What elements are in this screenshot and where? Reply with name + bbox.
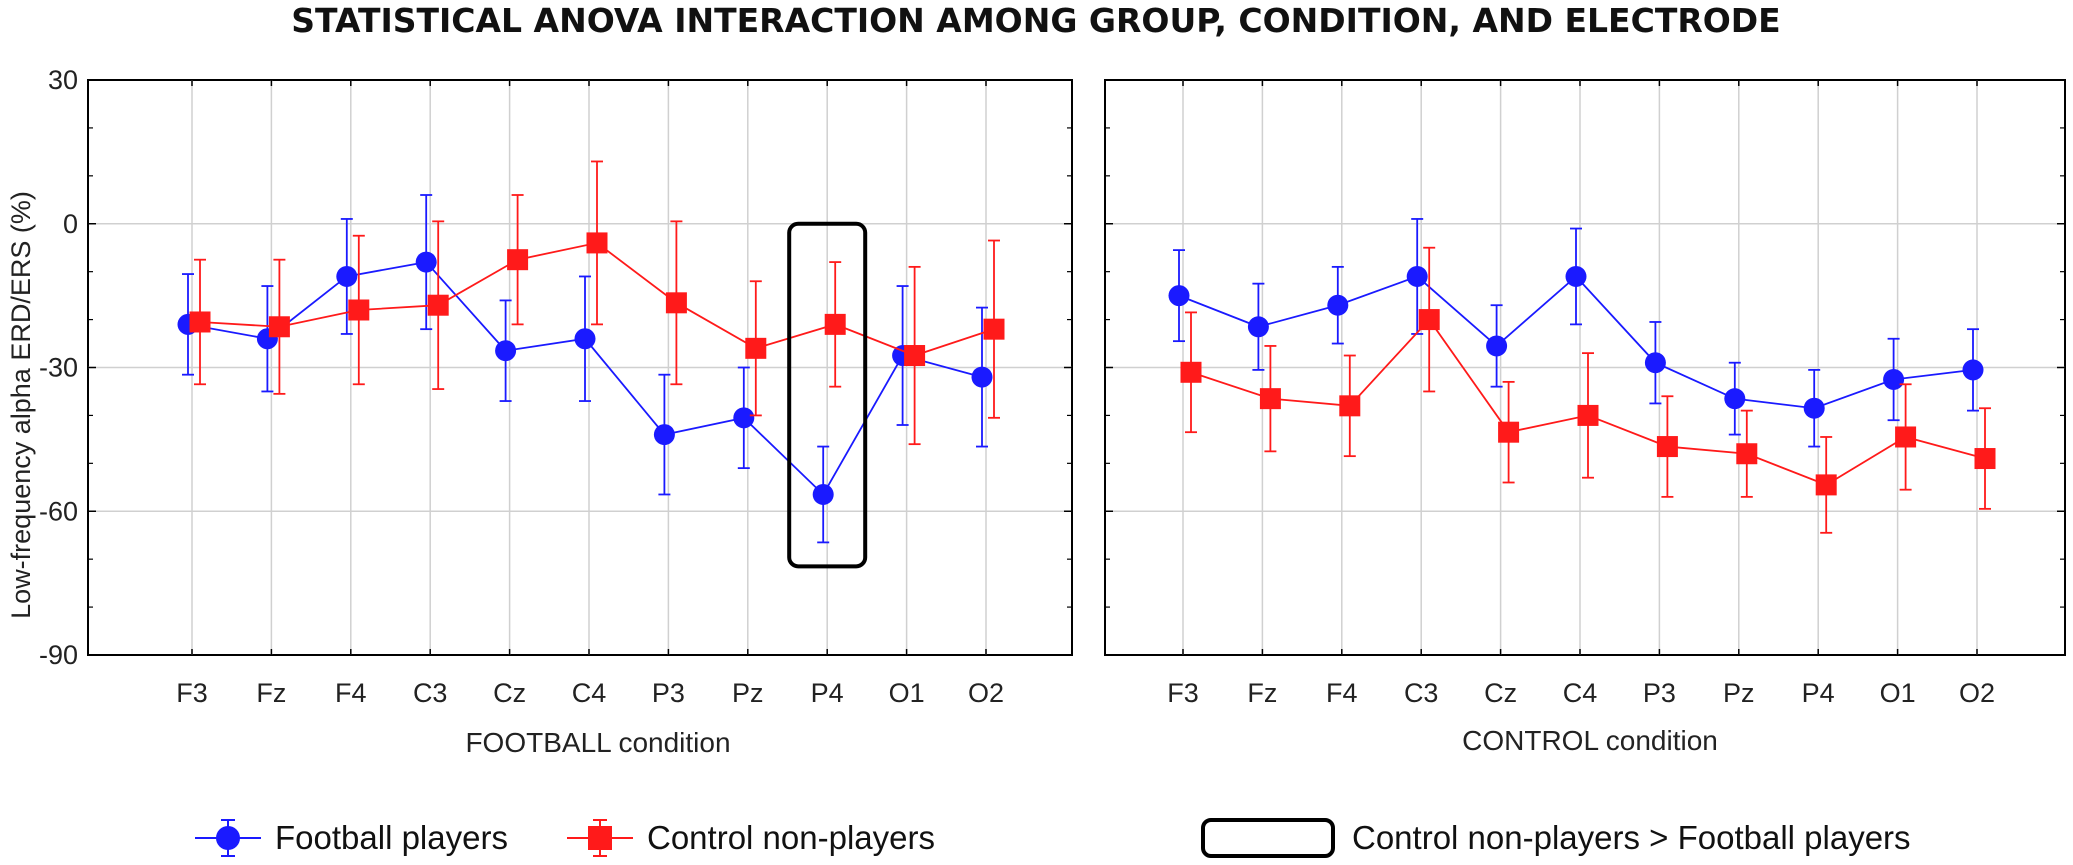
x-tick-label: Cz — [493, 678, 526, 708]
x-axis-label-football: FOOTBALL condition — [465, 727, 730, 758]
data-point-square — [427, 294, 449, 316]
data-point-circle — [495, 340, 517, 362]
x-tick-label: Fz — [1247, 678, 1277, 708]
legend-marker-square — [588, 826, 612, 850]
legend-label: Control non-players — [647, 819, 935, 856]
data-point-circle — [1644, 352, 1666, 374]
data-point-square — [1577, 404, 1599, 426]
x-tick-label: C3 — [1404, 678, 1439, 708]
data-point-square — [189, 311, 211, 333]
data-point-square — [348, 299, 370, 321]
x-tick-label: O1 — [1880, 678, 1916, 708]
data-point-circle — [1883, 368, 1905, 390]
x-tick-label: C4 — [572, 678, 607, 708]
data-point-circle — [1406, 265, 1428, 287]
legend-label: Control non-players > Football players — [1352, 819, 1911, 856]
data-point-circle — [1168, 285, 1190, 307]
y-tick-label: -60 — [39, 496, 78, 526]
series-control-non-players — [1180, 246, 1996, 534]
data-point-circle — [415, 251, 437, 273]
x-tick-label: F3 — [176, 678, 208, 708]
data-point-circle — [1724, 388, 1746, 410]
data-point-square — [1656, 436, 1678, 458]
data-point-circle — [1486, 335, 1508, 357]
data-point-square — [586, 232, 608, 254]
x-tick-label: P4 — [811, 678, 844, 708]
data-point-circle — [574, 328, 596, 350]
x-tick-label: Cz — [1484, 678, 1517, 708]
x-tick-label: P4 — [1802, 678, 1835, 708]
legend-item: Football players — [195, 819, 508, 857]
data-point-square — [904, 345, 926, 367]
x-tick-label: C4 — [1563, 678, 1598, 708]
data-point-square — [1339, 395, 1361, 417]
data-point-circle — [1247, 316, 1269, 338]
significance-highlight-box — [787, 221, 868, 569]
x-tick-label: P3 — [652, 678, 685, 708]
x-tick-label: F3 — [1167, 678, 1199, 708]
data-point-square — [1736, 443, 1758, 465]
data-point-square — [824, 313, 846, 335]
data-point-circle — [733, 407, 755, 429]
data-point-square — [268, 316, 290, 338]
data-point-circle — [1962, 359, 1984, 381]
data-point-square — [1895, 426, 1917, 448]
x-tick-label: C3 — [413, 678, 448, 708]
x-tick-label: Pz — [732, 678, 764, 708]
data-point-square — [665, 292, 687, 314]
chart-title: STATISTICAL ANOVA INTERACTION AMONG GROU… — [291, 1, 1780, 40]
data-point-circle — [1565, 265, 1587, 287]
data-point-circle — [336, 265, 358, 287]
y-tick-label: 30 — [48, 65, 78, 95]
legend-item: Control non-players — [567, 819, 935, 857]
data-point-square — [983, 318, 1005, 340]
legend-item: Control non-players > Football players — [1201, 818, 1911, 858]
data-point-circle — [812, 483, 834, 505]
data-point-square — [507, 249, 529, 271]
series-control-non-players — [189, 160, 1005, 446]
data-point-circle — [653, 424, 675, 446]
data-point-square — [1815, 474, 1837, 496]
data-point-square — [1418, 309, 1440, 331]
x-tick-label: O2 — [1959, 678, 1995, 708]
x-axis-label-control: CONTROL condition — [1462, 725, 1718, 756]
data-point-circle — [1803, 397, 1825, 419]
x-tick-label: F4 — [1326, 678, 1358, 708]
data-point-circle — [971, 366, 993, 388]
x-tick-label: P3 — [1643, 678, 1676, 708]
y-tick-label: 0 — [63, 209, 78, 239]
chart-legend: Football players Control non-players Contr… — [195, 818, 1911, 858]
y-axis-label: Low-frequency alpha ERD/ERS (%) — [6, 191, 36, 619]
legend-marker-circle — [216, 826, 240, 850]
series-football-players — [177, 194, 993, 544]
data-point-square — [1974, 448, 1996, 470]
legend-highlight-swatch — [1201, 818, 1335, 858]
x-tick-label: O2 — [968, 678, 1004, 708]
x-tick-label: Pz — [1723, 678, 1755, 708]
x-tick-label: O1 — [889, 678, 925, 708]
x-tick-label: Fz — [256, 678, 286, 708]
data-point-square — [745, 337, 767, 359]
data-point-circle — [1327, 294, 1349, 316]
y-tick-label: -90 — [39, 640, 78, 670]
y-tick-label: -30 — [39, 353, 78, 383]
data-point-square — [1180, 361, 1202, 383]
data-point-square — [1498, 421, 1520, 443]
football-condition-panel: 30 0 -30 -60 -90 F3 Fz F4 C3 Cz C4 P3 Pz P4 O1 O2 — [39, 65, 1073, 708]
x-tick-label: F4 — [335, 678, 367, 708]
control-condition-panel: F3 Fz F4 C3 Cz C4 P3 Pz P4 O1 O2 — [1104, 79, 2066, 708]
legend-label: Football players — [275, 819, 508, 856]
series-football-players — [1168, 218, 1984, 448]
data-point-square — [1259, 388, 1281, 410]
